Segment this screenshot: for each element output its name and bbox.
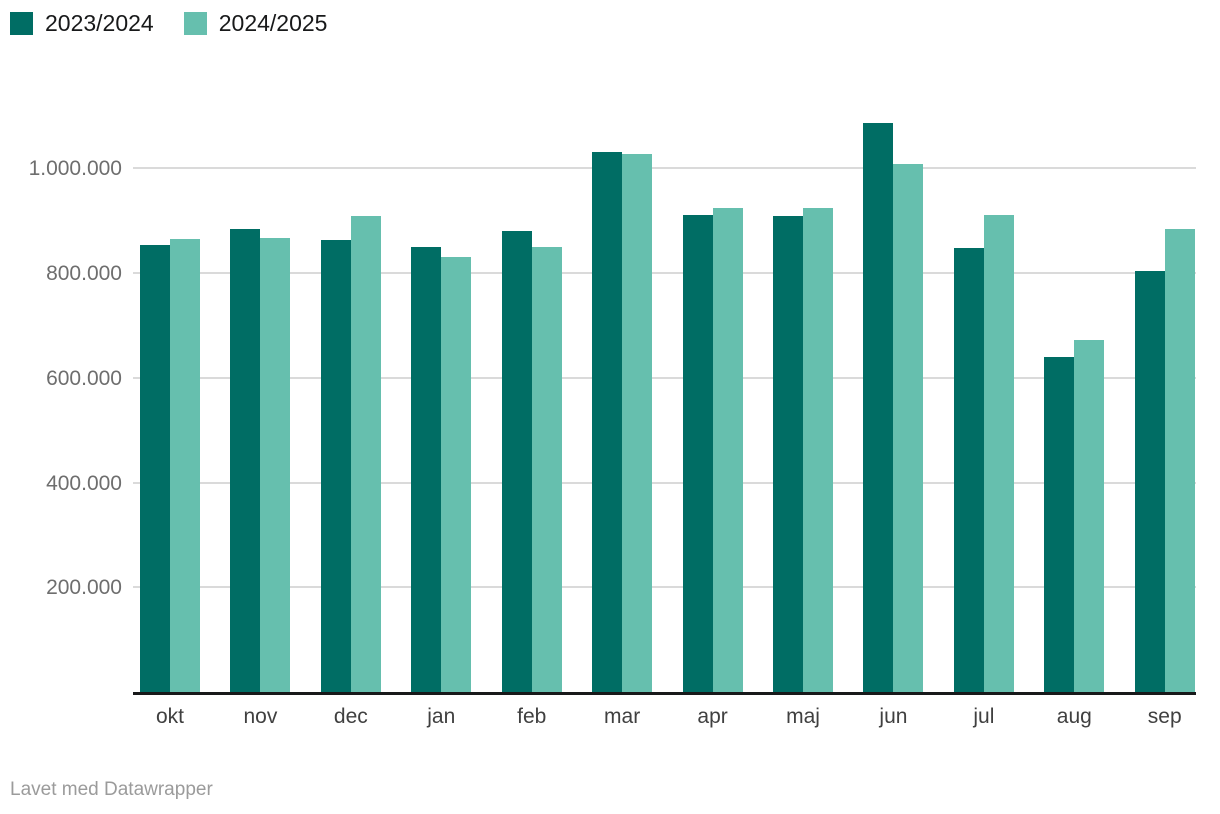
bar-sep-2024/2025 <box>1164 228 1195 692</box>
x-axis-tick-label-dec: dec <box>333 705 368 728</box>
bar-mar-2023/2024 <box>592 152 623 692</box>
legend: 2023/2024 2024/2025 <box>10 12 327 35</box>
x-axis-tick-label-okt: okt <box>155 705 184 728</box>
x-axis-tick-label-apr: apr <box>697 705 728 728</box>
bar-feb-2023/2024 <box>501 230 532 692</box>
x-axis-tick-label-sep: sep <box>1147 705 1182 728</box>
bar-apr-2023/2024 <box>682 214 713 692</box>
y-axis-tick-label: 800.000 <box>46 262 122 286</box>
legend-label: 2023/2024 <box>45 10 154 36</box>
bar-jun-2024/2025 <box>893 164 924 692</box>
x-axis-tick-label-jul: jul <box>973 705 995 728</box>
bar-aug-2023/2024 <box>1044 356 1075 692</box>
bar-dec-2024/2025 <box>350 216 381 692</box>
legend-swatch-2023-2024 <box>10 12 33 35</box>
x-axis-tick-label-mar: mar <box>604 705 641 728</box>
gridline-400000 <box>133 481 1196 484</box>
x-axis-tick-label-nov: nov <box>243 705 278 728</box>
bar-jan-2024/2025 <box>441 257 472 692</box>
y-axis-tick-label: 400.000 <box>46 471 122 495</box>
x-axis-line <box>133 692 1196 695</box>
bar-jul-2024/2025 <box>983 214 1014 692</box>
x-axis-tick-label-maj: maj <box>786 705 820 728</box>
x-axis-tick-label-aug: aug <box>1056 705 1092 728</box>
y-axis-tick-label: 1.000.000 <box>28 157 122 181</box>
legend-label: 2024/2025 <box>218 10 328 36</box>
bar-jun-2023/2024 <box>863 122 894 692</box>
y-axis-tick-label: 200.000 <box>46 576 122 600</box>
bar-apr-2024/2025 <box>712 208 743 692</box>
datawrapper-credit: Lavet med Datawrapper <box>10 779 213 800</box>
bar-mar-2024/2025 <box>622 154 653 692</box>
bar-maj-2024/2025 <box>803 207 833 692</box>
bar-jul-2023/2024 <box>953 247 984 692</box>
bar-sep-2023/2024 <box>1134 270 1165 692</box>
y-axis-tick-label: 600.000 <box>46 366 122 390</box>
gridline-200000 <box>133 586 1196 589</box>
x-axis-tick-label-feb: feb <box>517 705 547 728</box>
bar-feb-2024/2025 <box>531 247 562 692</box>
bar-nov-2024/2025 <box>260 237 291 692</box>
bar-aug-2024/2025 <box>1074 339 1105 692</box>
bar-maj-2023/2024 <box>773 215 803 692</box>
bar-okt-2024/2025 <box>170 238 200 692</box>
x-axis-tick-label-jun: jun <box>879 705 908 728</box>
legend-item-2023-2024: 2023/2024 <box>10 12 154 35</box>
x-axis-tick-label-jan: jan <box>427 705 456 728</box>
bar-nov-2023/2024 <box>230 229 261 692</box>
bar-okt-2023/2024 <box>140 245 170 692</box>
bar-jan-2023/2024 <box>411 246 442 692</box>
legend-swatch-2024-2025 <box>183 12 207 35</box>
legend-item-2024-2025: 2024/2025 <box>183 10 328 36</box>
gridline-1000000 <box>133 167 1196 170</box>
gridline-600000 <box>133 376 1196 379</box>
bar-dec-2023/2024 <box>320 239 351 692</box>
gridline-800000 <box>133 272 1196 275</box>
